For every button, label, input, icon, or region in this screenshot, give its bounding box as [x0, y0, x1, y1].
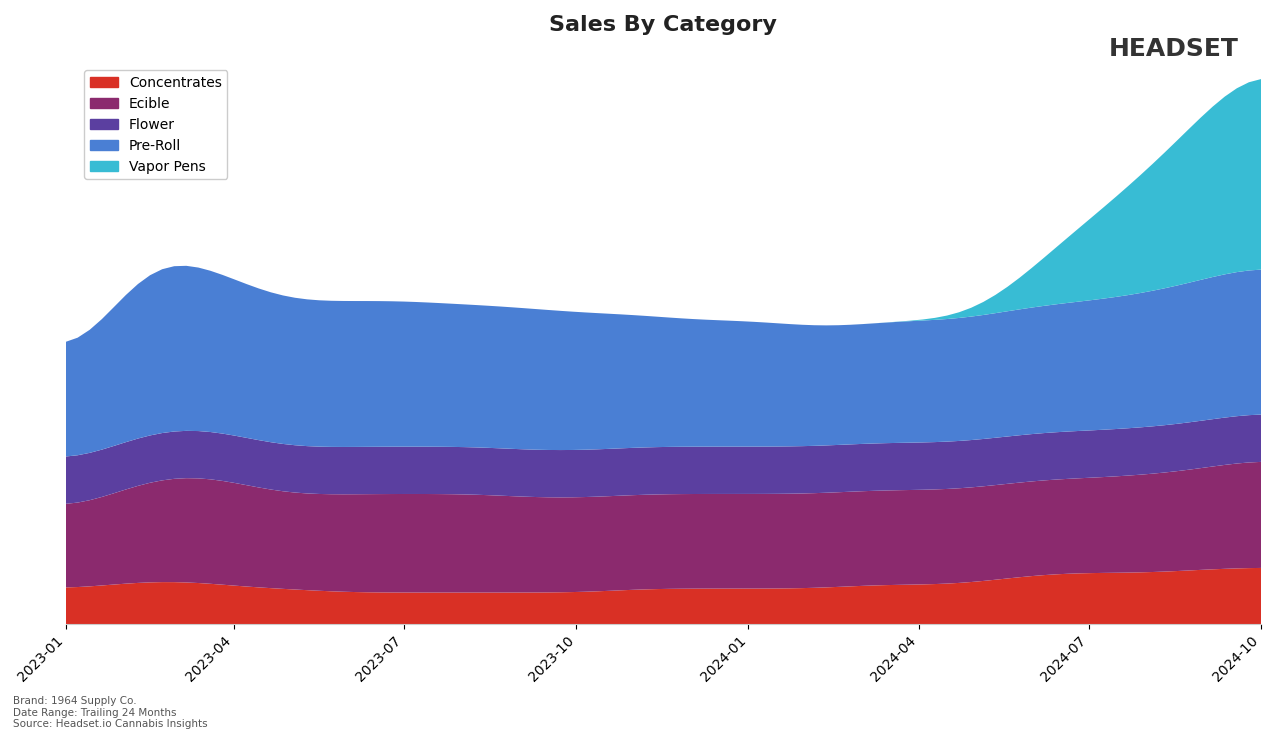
Title: Sales By Category: Sales By Category — [550, 15, 777, 35]
Legend: Concentrates, Ecible, Flower, Pre-Roll, Vapor Pens: Concentrates, Ecible, Flower, Pre-Roll, … — [84, 70, 227, 179]
Text: HEADSET: HEADSET — [1109, 37, 1239, 61]
Text: Brand: 1964 Supply Co.
Date Range: Trailing 24 Months
Source: Headset.io Cannabi: Brand: 1964 Supply Co. Date Range: Trail… — [13, 696, 208, 729]
